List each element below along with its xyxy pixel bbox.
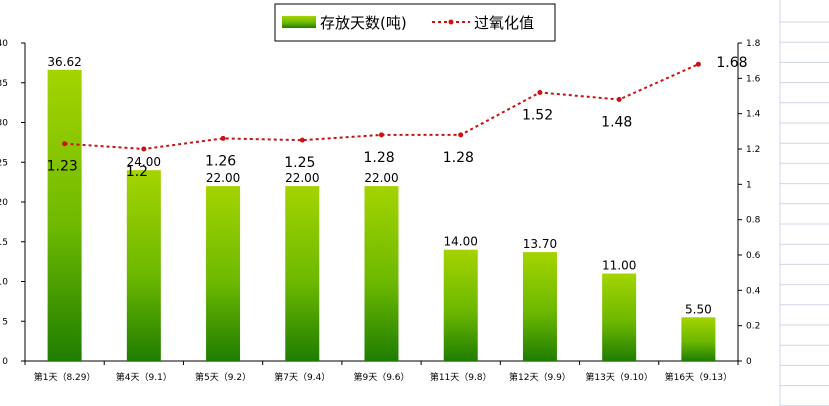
left-tick-label: 0: [2, 357, 8, 367]
bar-value-label: 22.00: [364, 171, 398, 185]
right-tick-label: 0.4: [746, 286, 761, 296]
bar: [443, 249, 478, 361]
bar: [285, 186, 320, 361]
line-point: [695, 61, 701, 67]
right-tick-label: 1.2: [746, 145, 760, 155]
line-path: [64, 63, 699, 151]
bar: [364, 186, 399, 361]
right-tick-label: 1.8: [746, 39, 761, 49]
left-tick-label: 35: [0, 79, 8, 89]
line-value-label: 1.26: [205, 153, 236, 169]
bar: [47, 69, 82, 361]
bar-series: 36.62 24.00 22.00 22.00 22.00 14.00 13.70 11.00…: [47, 55, 716, 361]
x-tick-label: 第11天（9.8）: [430, 371, 492, 383]
line-point: [616, 97, 622, 103]
line-value-label: 1.28: [364, 150, 395, 166]
bar-value-label: 36.62: [47, 55, 81, 69]
line-point: [537, 89, 543, 95]
bar: [126, 170, 161, 361]
line-value-label: 1.25: [284, 155, 315, 171]
line-value-label: 1.2: [126, 164, 148, 180]
legend-line-label: 过氧化值: [474, 14, 534, 32]
x-tick-label: 第4天（9.1）: [116, 371, 172, 383]
legend-bar-swatch: [282, 16, 316, 28]
left-tick-label: 15: [0, 238, 8, 248]
right-side-gridlines: [779, 0, 829, 406]
bar-value-label: 5.50: [685, 302, 712, 316]
x-tick-label: 第13天（9.10）: [585, 371, 653, 383]
right-tick-label: 1.4: [746, 110, 761, 120]
x-axis: 第1天（8.29） 第4天（9.1） 第5天（9.2） 第7天（9.4） 第9天（9.6…: [24, 360, 739, 383]
right-tick-label: 1.6: [746, 74, 761, 84]
right-tick-label: 0: [746, 357, 752, 367]
right-tick-label: 0.2: [746, 322, 760, 332]
bar-value-label: 11.00: [602, 259, 636, 273]
left-tick-label: 40: [0, 39, 8, 49]
left-y-axis: 0 5 10 15 20 25 30 35 40: [0, 39, 26, 367]
bar: [522, 252, 557, 361]
legend-box: [274, 3, 556, 42]
line-value-label: 1.68: [716, 55, 747, 71]
bar-value-label: 24.00: [127, 155, 161, 169]
x-tick-label: 第5天（9.2）: [195, 371, 251, 383]
bar: [602, 273, 637, 361]
line-point: [379, 132, 384, 138]
bar-value-label: 22.00: [206, 171, 240, 185]
right-y-axis: 0 0.2 0.4 0.6 0.8 1 1.2 1.4 1.6 1.8: [737, 39, 761, 367]
line-value-label: 1.52: [522, 107, 553, 123]
legend: 存放天数(吨) 过氧化值: [274, 3, 556, 42]
x-tick-label: 第16天（9.13）: [665, 371, 733, 383]
left-tick-label: 5: [2, 317, 8, 327]
right-tick-label: 0.6: [746, 251, 761, 261]
bar: [681, 317, 716, 361]
line-point: [220, 135, 226, 141]
line-point: [62, 141, 68, 147]
x-tick-label: 第1天（8.29）: [34, 371, 96, 383]
left-tick-label: 25: [0, 158, 8, 168]
x-tick-label: 第7天（9.4）: [274, 371, 330, 383]
bar-value-label: 22.00: [285, 171, 319, 185]
line-point: [299, 137, 305, 143]
line-value-label: 1.28: [443, 150, 474, 166]
bar-value-label: 14.00: [444, 235, 478, 249]
line-value-label: 1.48: [601, 115, 632, 131]
right-tick-label: 0.8: [746, 216, 761, 226]
x-tick-label: 第9天（9.6）: [353, 371, 409, 383]
line-series: 1.23 1.2 1.26 1.25 1.28 1.28 1.52 1.48 1.68: [47, 55, 748, 180]
left-tick-label: 20: [0, 198, 8, 208]
right-tick-label: 1: [746, 180, 752, 190]
left-tick-label: 10: [0, 278, 8, 288]
x-tick-label: 第12天（9.9）: [509, 371, 571, 383]
legend-line-marker: [448, 19, 454, 25]
line-value-label: 1.23: [47, 159, 78, 175]
left-tick-label: 30: [0, 119, 8, 129]
legend-bar-label: 存放天数(吨): [320, 14, 407, 32]
bar: [206, 186, 241, 361]
bar-value-label: 13.70: [523, 237, 557, 251]
line-point: [141, 146, 147, 152]
line-point: [458, 132, 464, 138]
